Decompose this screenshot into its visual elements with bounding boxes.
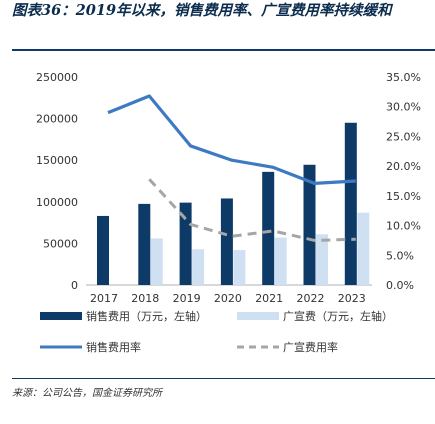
left-axis-tick: 50000	[43, 237, 78, 250]
bar-advertising-expense	[150, 238, 163, 285]
legend-label: 广宣费用率	[283, 340, 338, 354]
right-axis-tick: 20.0%	[386, 160, 421, 173]
bar-sales-expense	[344, 122, 357, 285]
x-axis-tick: 2021	[255, 292, 283, 305]
x-axis-tick: 2019	[173, 292, 201, 305]
right-axis-tick: 5.0%	[386, 249, 414, 262]
bar-advertising-expense	[357, 212, 370, 285]
x-axis-tick: 2020	[214, 292, 242, 305]
chart-canvas: 0 50000 100000 150000 200000 250000 0.0% 5.0% 10…	[36, 71, 421, 354]
x-axis-tick: 2023	[338, 292, 366, 305]
legend-swatch	[237, 312, 279, 320]
bar-advertising-expense	[233, 250, 246, 285]
x-axis-tick: 2022	[297, 292, 325, 305]
right-axis-tick: 30.0%	[386, 101, 421, 114]
chart-title: 图表36：2019年以来，销售费用率、广宣费用率持续缓和	[12, 2, 392, 19]
legend-label: 销售费用（万元，左轴）	[86, 309, 207, 323]
bar-sales-expense	[220, 198, 233, 285]
left-axis-tick: 250000	[36, 71, 78, 84]
legend-label: 销售费用率	[86, 340, 141, 354]
bar-sales-expense	[138, 203, 151, 285]
bar-advertising-expense	[316, 234, 328, 285]
x-axis-tick: 2018	[131, 292, 159, 305]
title-rule	[12, 49, 435, 51]
bar-sales-expense	[179, 202, 192, 285]
line-sales-rate	[107, 94, 356, 185]
right-axis-tick: 35.0%	[386, 71, 421, 84]
bar-sales-expense	[97, 215, 109, 285]
right-axis-tick: 15.0%	[386, 190, 421, 203]
x-axis-tick: 2017	[90, 292, 118, 305]
left-axis-tick: 200000	[36, 113, 78, 126]
legend-label: 广宣费（万元，左轴）	[283, 309, 393, 323]
left-axis-tick: 150000	[36, 154, 78, 167]
bar-sales-expense	[262, 171, 275, 285]
right-axis-tick: 0.0%	[386, 279, 414, 292]
footer-rule	[12, 378, 435, 379]
source-note: 来源：公司公告，国金证券研究所	[12, 388, 162, 399]
legend-swatch	[40, 312, 82, 320]
right-axis-tick: 10.0%	[386, 220, 421, 233]
bar-advertising-expense	[274, 237, 287, 285]
bar-sales-expense	[303, 164, 316, 285]
left-axis-tick: 0	[71, 279, 78, 292]
bar-advertising-expense	[192, 249, 205, 285]
left-axis-tick: 100000	[36, 196, 78, 209]
right-axis-tick: 25.0%	[386, 130, 421, 143]
line-advertising-rate	[148, 178, 356, 242]
